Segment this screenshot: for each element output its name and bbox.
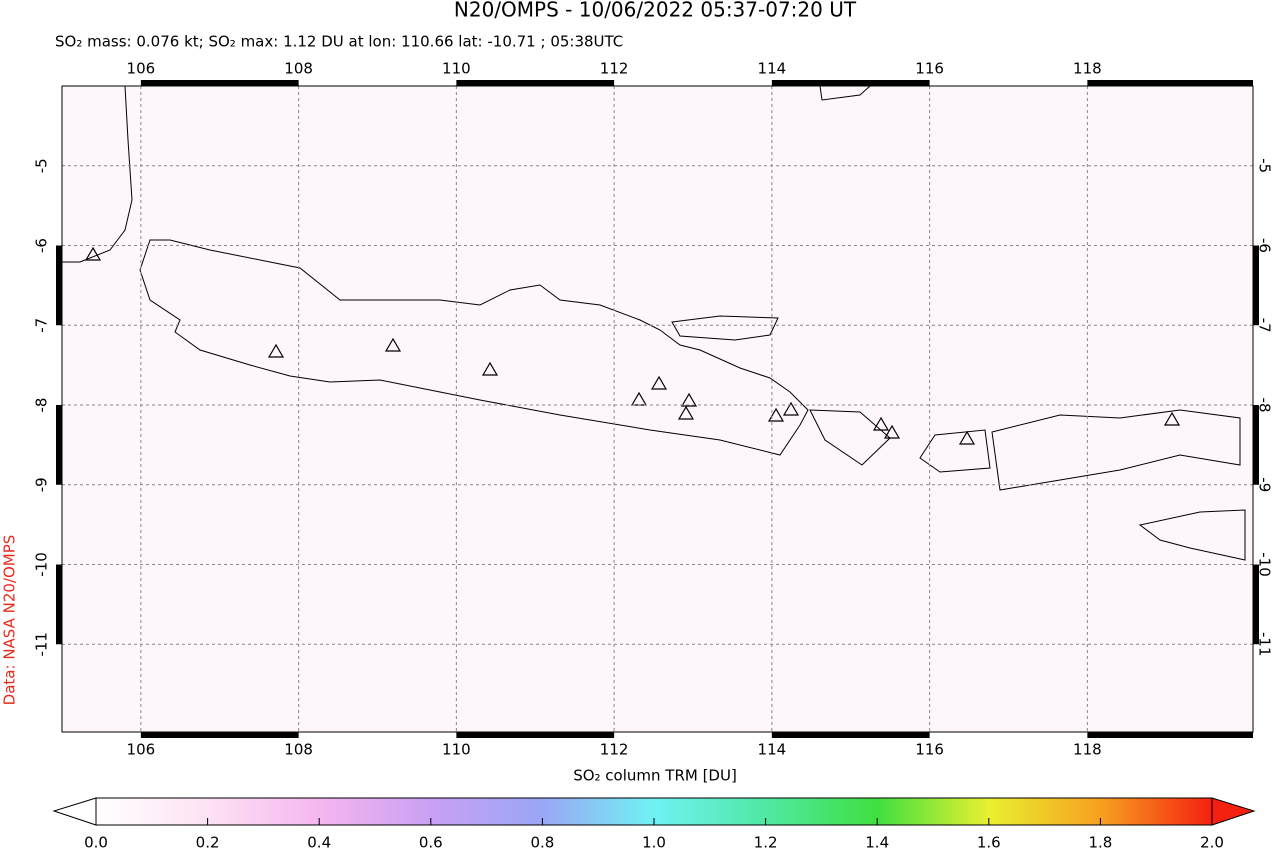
y-tick-label: -7 bbox=[33, 318, 51, 333]
colorbar-tick-label: 0.2 bbox=[196, 834, 220, 852]
colorbar-low-arrow bbox=[54, 798, 96, 825]
frame-band bbox=[56, 405, 62, 485]
frame-band bbox=[141, 80, 299, 86]
colorbar-tick-label: 1.8 bbox=[1088, 834, 1112, 852]
colorbar-tick-label: 1.4 bbox=[865, 834, 889, 852]
credit: Data: NASA N20/OMPS bbox=[1, 535, 19, 706]
x-tick-label: 112 bbox=[600, 60, 629, 78]
colorbar-label: SO₂ column TRM [DU] bbox=[573, 767, 737, 785]
frame-band bbox=[456, 80, 614, 86]
colorbar-tick-label: 0.6 bbox=[419, 834, 443, 852]
frame-band bbox=[1087, 732, 1253, 738]
title: N20/OMPS - 10/06/2022 05:37-07:20 UT bbox=[454, 0, 857, 22]
y-tick-label: -6 bbox=[1256, 238, 1272, 253]
y-tick-label: -10 bbox=[33, 552, 51, 577]
colorbar-tick-label: 1.0 bbox=[642, 834, 666, 852]
frame-band bbox=[1253, 405, 1259, 485]
x-tick-label: 106 bbox=[127, 741, 156, 759]
colorbar-tick-label: 1.2 bbox=[754, 834, 778, 852]
x-tick-label: 118 bbox=[1073, 741, 1102, 759]
frame-band bbox=[1087, 80, 1253, 86]
x-tick-label: 118 bbox=[1073, 60, 1102, 78]
x-tick-label: 114 bbox=[758, 60, 787, 78]
x-tick-label: 116 bbox=[915, 60, 944, 78]
frame-band bbox=[56, 565, 62, 645]
map-background bbox=[62, 86, 1253, 732]
colorbar-tick-label: 0.0 bbox=[84, 834, 108, 852]
y-tick-label: -8 bbox=[33, 398, 51, 413]
y-tick-label: -6 bbox=[33, 238, 51, 253]
y-tick-label: -11 bbox=[33, 632, 51, 657]
y-tick-label: -5 bbox=[33, 158, 51, 173]
frame-band bbox=[141, 732, 299, 738]
y-tick-label: -10 bbox=[1256, 552, 1272, 577]
x-tick-label: 106 bbox=[127, 60, 156, 78]
colorbar-tick-label: 2.0 bbox=[1200, 834, 1224, 852]
x-tick-label: 108 bbox=[284, 60, 313, 78]
x-tick-label: 116 bbox=[915, 741, 944, 759]
colorbar-tick-label: 0.4 bbox=[307, 834, 331, 852]
y-tick-label: -11 bbox=[1256, 632, 1272, 657]
frame-band bbox=[1253, 246, 1259, 326]
y-tick-label: -5 bbox=[1256, 158, 1272, 173]
x-tick-label: 110 bbox=[442, 60, 471, 78]
colorbar-tick-label: 1.6 bbox=[977, 834, 1001, 852]
y-tick-label: -9 bbox=[33, 477, 51, 492]
frame-band bbox=[456, 732, 614, 738]
y-tick-label: -7 bbox=[1256, 318, 1272, 333]
frame-band bbox=[56, 246, 62, 326]
x-tick-label: 112 bbox=[600, 741, 629, 759]
colorbar-high-arrow bbox=[1212, 798, 1254, 825]
x-tick-label: 110 bbox=[442, 741, 471, 759]
subtitle: SO₂ mass: 0.076 kt; SO₂ max: 1.12 DU at … bbox=[55, 33, 623, 51]
frame-band bbox=[772, 732, 930, 738]
x-tick-label: 108 bbox=[284, 741, 313, 759]
x-tick-label: 114 bbox=[758, 741, 787, 759]
y-tick-label: -9 bbox=[1256, 477, 1272, 492]
frame-band bbox=[772, 80, 930, 86]
y-tick-label: -8 bbox=[1256, 398, 1272, 413]
colorbar-tick-label: 0.8 bbox=[530, 834, 554, 852]
